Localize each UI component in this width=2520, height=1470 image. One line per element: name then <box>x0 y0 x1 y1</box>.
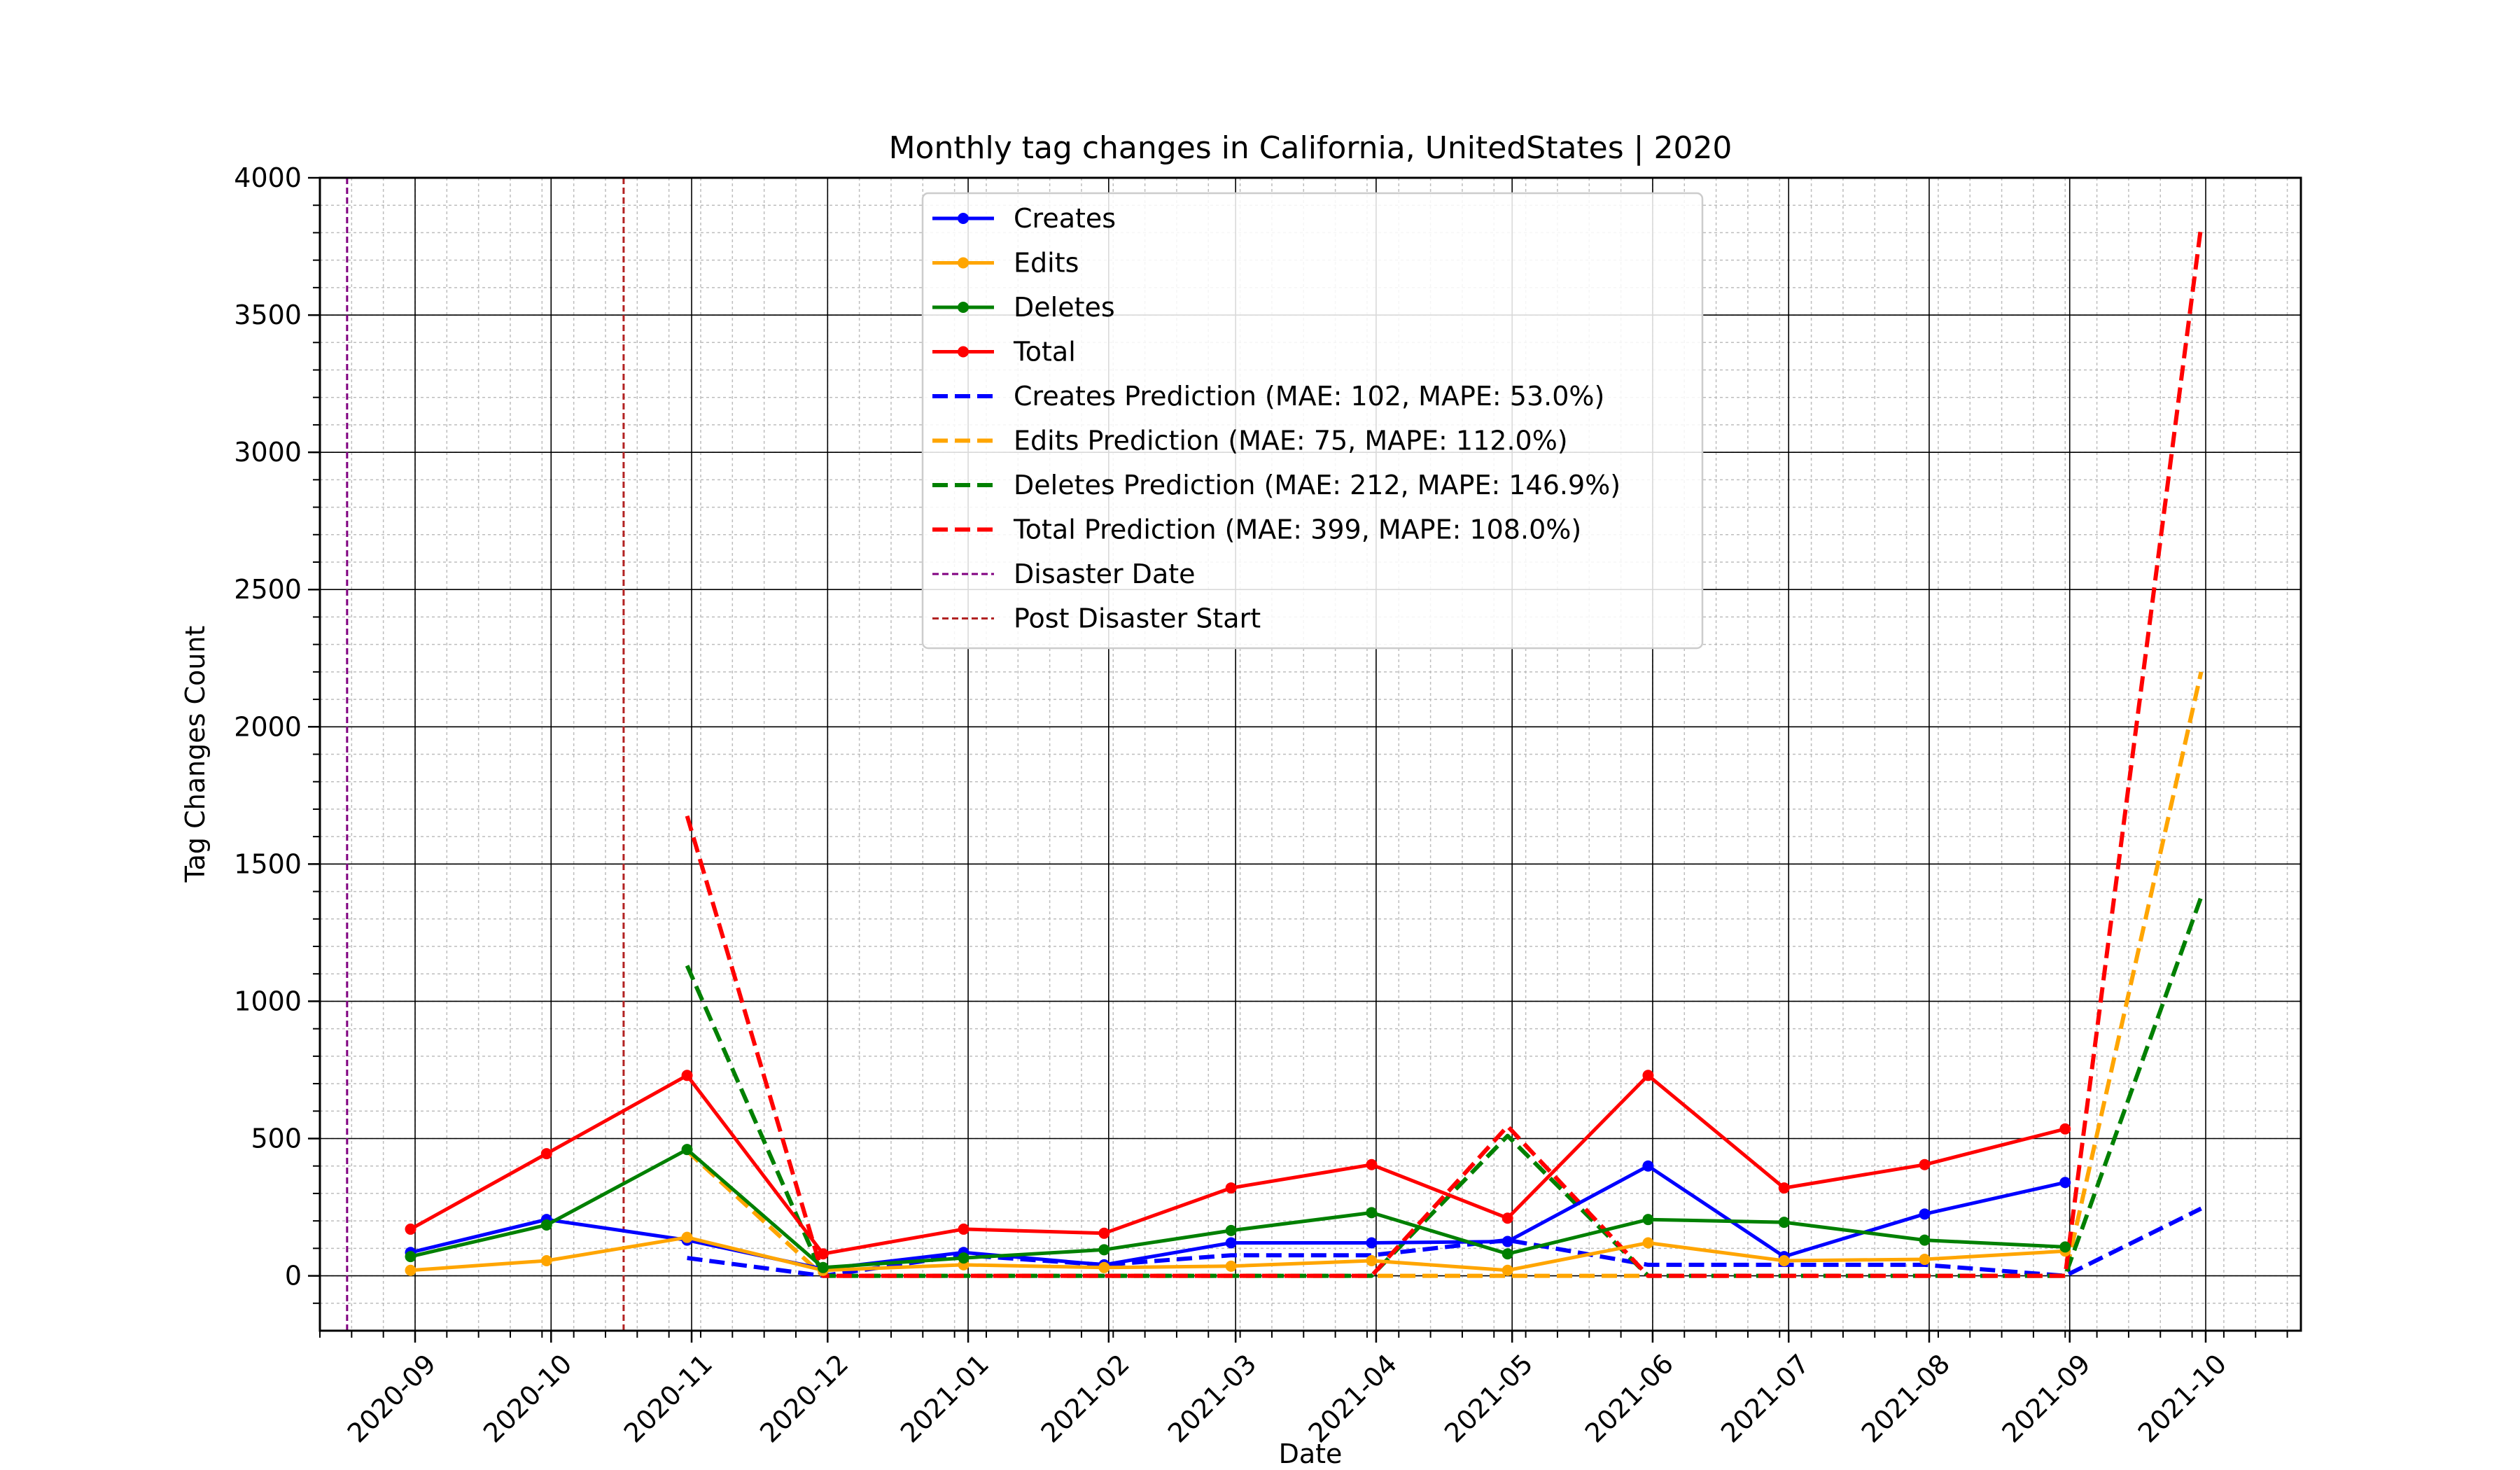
x-tick-label: 2021-09 <box>1996 1348 2096 1448</box>
data-point-deletes <box>817 1261 829 1273</box>
legend-label-creates-prediction: Creates Prediction (MAE: 102, MAPE: 53.0… <box>1014 381 1604 412</box>
reference-lines <box>346 178 625 1331</box>
legend-label-total: Total <box>1013 337 1076 368</box>
data-point-deletes <box>1919 1234 1931 1246</box>
legend-box <box>921 192 1704 650</box>
legend-label-deletes-prediction: Deletes Prediction (MAE: 212, MAPE: 146.… <box>1014 470 1620 500</box>
data-point-deletes <box>1502 1248 1513 1260</box>
x-tick-label: 2021-01 <box>895 1348 995 1448</box>
x-tick-label: 2021-05 <box>1438 1348 1539 1448</box>
data-point-total <box>2059 1123 2071 1135</box>
x-tick-label: 2020-10 <box>477 1348 578 1448</box>
data-point-total <box>1366 1158 1378 1170</box>
data-point-total <box>1642 1070 1654 1082</box>
x-tick-label: 2021-03 <box>1162 1348 1262 1448</box>
data-point-creates <box>1366 1237 1378 1249</box>
x-axis-label: Date <box>1279 1438 1343 1469</box>
x-tick-label: 2020-11 <box>618 1348 718 1448</box>
data-point-creates <box>1919 1208 1931 1220</box>
x-tick-label: 2021-02 <box>1035 1348 1135 1448</box>
x-tick-label: 2021-04 <box>1303 1348 1403 1448</box>
legend-label-deletes: Deletes <box>1014 292 1115 323</box>
data-point-edits <box>405 1264 416 1276</box>
y-tick-label: 1000 <box>234 986 302 1016</box>
x-tick-label: 2020-09 <box>342 1348 442 1448</box>
data-point-edits <box>1778 1255 1790 1267</box>
data-point-total <box>405 1223 416 1235</box>
data-point-creates <box>1642 1160 1654 1172</box>
data-point-edits <box>1502 1264 1513 1276</box>
data-point-total <box>681 1070 693 1082</box>
data-point-edits <box>681 1231 693 1243</box>
series-line-deletes <box>410 1147 2066 1270</box>
data-point-total <box>817 1248 829 1260</box>
legend-marker-creates <box>958 213 969 224</box>
legend-marker-total <box>958 346 969 358</box>
legend: Creates Edits Deletes Total Creates Predicti… <box>921 192 1704 650</box>
y-tick-label: 0 <box>285 1261 302 1292</box>
data-series <box>405 225 2204 1278</box>
data-point-creates <box>1225 1237 1237 1249</box>
data-point-total <box>540 1148 552 1160</box>
chart-title: Monthly tag changes in California, Unite… <box>889 130 1732 166</box>
legend-marker-edits <box>958 257 969 269</box>
legend-label-edits: Edits <box>1014 248 1079 279</box>
y-tick-label: 3000 <box>234 437 302 468</box>
y-tick-label: 4000 <box>234 162 302 193</box>
data-point-deletes <box>2059 1241 2071 1253</box>
legend-marker-deletes <box>958 302 969 313</box>
x-tick-label: 2021-06 <box>1579 1348 1679 1448</box>
series-line-total-prediction <box>685 225 2204 1278</box>
legend-label-total-prediction: Total Prediction (MAE: 399, MAPE: 108.0%… <box>1013 514 1581 545</box>
data-point-deletes <box>1642 1214 1654 1226</box>
y-tick-label: 2000 <box>234 711 302 742</box>
y-axis-label: Tag Changes Count <box>180 626 211 883</box>
data-point-total <box>1919 1158 1931 1170</box>
data-point-deletes <box>681 1144 693 1156</box>
data-point-deletes <box>1366 1207 1378 1219</box>
data-point-deletes <box>1225 1224 1237 1236</box>
data-point-deletes <box>405 1251 416 1263</box>
data-point-creates <box>1502 1236 1513 1247</box>
legend-label-edits-prediction: Edits Prediction (MAE: 75, MAPE: 112.0%) <box>1014 426 1568 456</box>
series-line-deletes-prediction <box>685 896 2204 1278</box>
data-point-total <box>958 1223 969 1235</box>
data-point-edits <box>1225 1260 1237 1272</box>
data-point-edits <box>1366 1255 1378 1267</box>
data-point-total <box>1778 1182 1790 1194</box>
x-tick-label: 2021-10 <box>2132 1348 2232 1448</box>
x-tick-label: 2020-12 <box>754 1348 854 1448</box>
x-tick-label: 2021-07 <box>1715 1348 1815 1448</box>
data-point-deletes <box>958 1252 969 1264</box>
legend-label-disaster-date: Disaster Date <box>1014 559 1196 589</box>
data-point-edits <box>1642 1237 1654 1249</box>
y-tick-label: 1500 <box>234 848 302 879</box>
legend-label-creates: Creates <box>1014 203 1116 234</box>
y-tick-label: 500 <box>251 1124 302 1154</box>
data-point-deletes <box>1778 1217 1790 1228</box>
x-tick-label: 2021-08 <box>1856 1348 1956 1448</box>
y-tick-label: 3500 <box>234 300 302 330</box>
data-point-total <box>1225 1182 1237 1194</box>
data-point-deletes <box>1098 1244 1110 1256</box>
data-point-total <box>1502 1212 1513 1224</box>
data-point-total <box>1098 1227 1110 1239</box>
data-point-edits <box>1098 1261 1110 1273</box>
y-tick-label: 2500 <box>234 574 302 605</box>
data-point-deletes <box>540 1219 552 1231</box>
legend-label-post-disaster-start: Post Disaster Start <box>1014 603 1261 634</box>
data-point-creates <box>2059 1177 2071 1189</box>
data-point-edits <box>1919 1254 1931 1266</box>
data-point-edits <box>540 1255 552 1267</box>
